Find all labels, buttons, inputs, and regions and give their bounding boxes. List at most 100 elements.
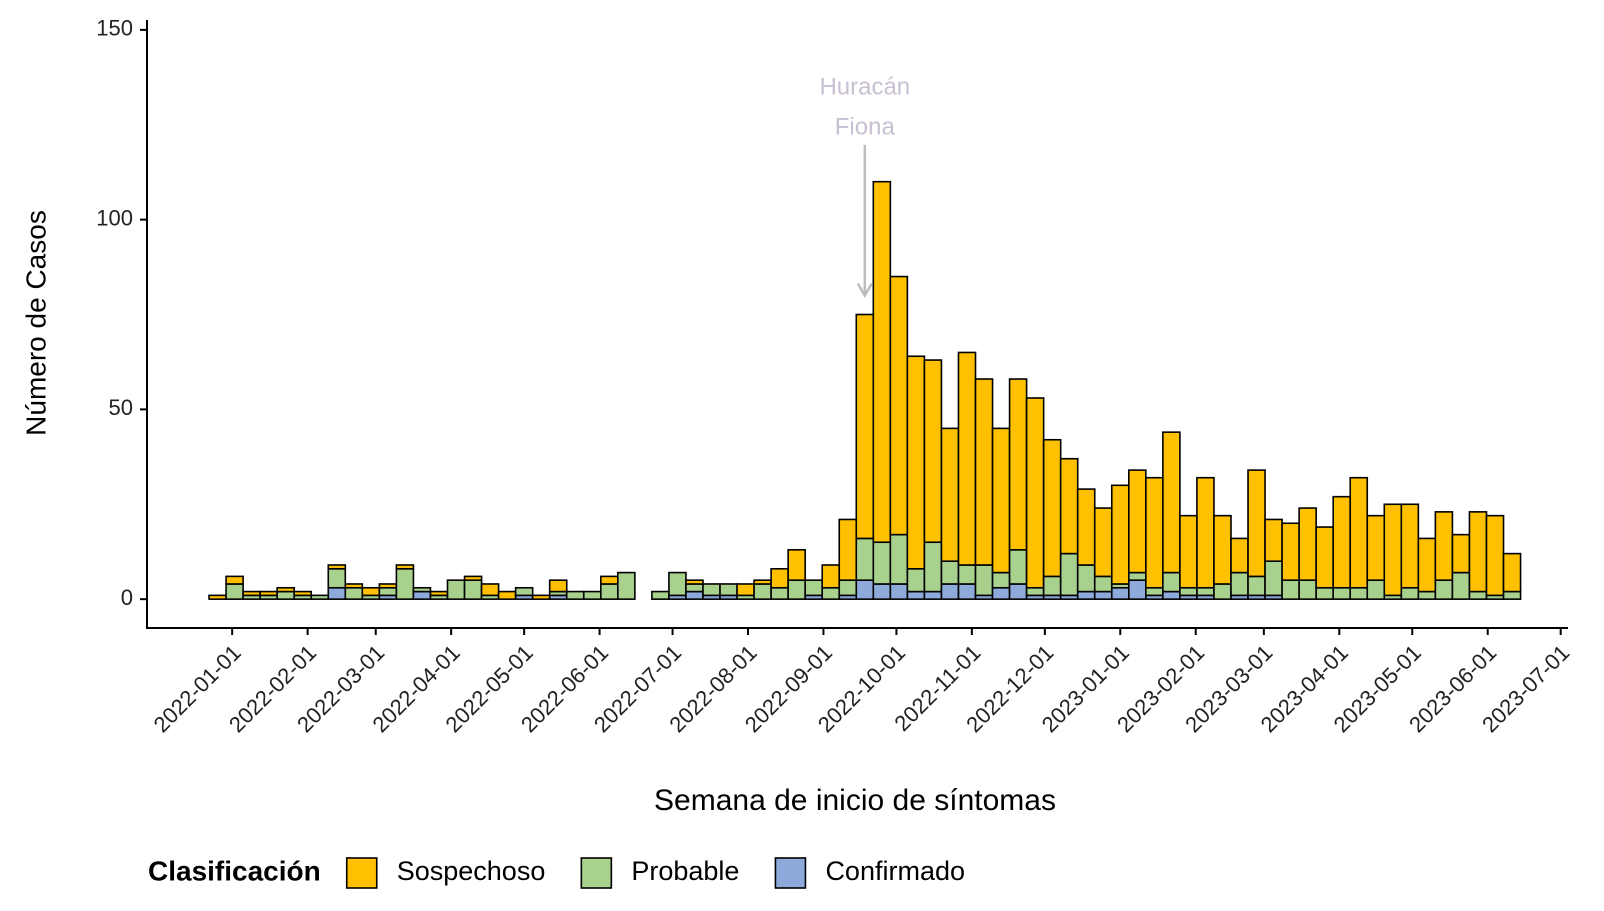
- bar-segment: [719, 583, 738, 597]
- bar-segment: [923, 359, 943, 544]
- bar-segment: [1417, 590, 1437, 600]
- bar-segment: [565, 590, 585, 600]
- bar-segment: [1451, 533, 1471, 574]
- bar-segment: [1076, 590, 1096, 600]
- bar-segment: [412, 586, 432, 593]
- bar-segment: [395, 564, 415, 570]
- bar-segment: [821, 564, 841, 589]
- bar-segment: [1485, 514, 1505, 597]
- bar-segment: [1059, 552, 1079, 597]
- bar-segment: [276, 590, 296, 600]
- bar-segment: [923, 590, 943, 600]
- bar-segment: [1093, 507, 1113, 578]
- bar-segment: [1059, 457, 1079, 555]
- bar-segment: [736, 583, 755, 597]
- bar-segment: [940, 427, 960, 563]
- bar-segment: [1315, 586, 1334, 600]
- bar-segment: [957, 564, 977, 585]
- bar-segment: [1008, 378, 1028, 551]
- bar-segment: [753, 579, 772, 585]
- bar-segment: [1502, 552, 1522, 593]
- bar-segment: [1366, 514, 1386, 581]
- annotation-text: Huracán: [819, 73, 910, 100]
- bar-segment: [838, 518, 858, 581]
- bar-segment: [463, 575, 483, 581]
- bar-segment: [361, 586, 381, 597]
- bar-segment: [395, 567, 415, 600]
- bar-segment: [1298, 507, 1317, 581]
- bar-segment: [906, 567, 926, 593]
- bar-segment: [787, 579, 806, 600]
- bar-segment: [1281, 522, 1300, 581]
- bar-segment: [1076, 488, 1096, 566]
- bar-segment: [872, 541, 892, 585]
- bar-segment: [1281, 579, 1300, 600]
- bar-segment: [617, 571, 636, 600]
- bar-segment: [1145, 476, 1164, 589]
- bar-segment: [446, 579, 466, 600]
- legend-swatch: [774, 857, 807, 889]
- bar-segment: [1298, 579, 1317, 600]
- bar-segment: [480, 583, 500, 597]
- bar-segment: [1128, 469, 1147, 574]
- bar-segment: [804, 579, 824, 597]
- bar-segment: [259, 590, 278, 597]
- bar-segment: [1042, 575, 1062, 597]
- bar-segment: [974, 564, 994, 597]
- bar-segment: [787, 549, 806, 581]
- bar-segment: [889, 533, 909, 585]
- bar-segment: [923, 541, 943, 593]
- bar-segment: [957, 583, 977, 600]
- bar-segment: [821, 586, 841, 600]
- bar-segment: [1093, 590, 1113, 600]
- legend-label: Confirmado: [825, 856, 965, 886]
- bar-segment: [344, 583, 364, 589]
- bar-segment: [1247, 575, 1266, 597]
- legend-swatch: [580, 857, 613, 889]
- bar-segment: [1400, 503, 1420, 589]
- bar-segment: [702, 583, 721, 597]
- bar-segment: [1076, 564, 1096, 593]
- bar-segment: [685, 590, 704, 600]
- bar-segment: [991, 586, 1011, 600]
- bar-segment: [1349, 476, 1369, 589]
- bar-segment: [293, 590, 313, 597]
- bar-segment: [1213, 583, 1232, 600]
- legend-label: Probable: [631, 856, 739, 886]
- bar-segment: [1110, 586, 1130, 600]
- bar-segment: [1383, 503, 1403, 597]
- bar-segment: [1128, 571, 1147, 581]
- bar-segment: [685, 579, 704, 585]
- bar-segment: [1349, 586, 1369, 600]
- legend-title: Clasificación: [148, 855, 321, 886]
- y-tick-label: 100: [96, 205, 133, 230]
- bar-segment: [940, 560, 960, 585]
- bar-segment: [1110, 484, 1130, 585]
- legend-label: Sospechoso: [397, 856, 546, 886]
- bar-segment: [1162, 431, 1181, 574]
- bar-segment: [327, 567, 347, 589]
- bar-segment: [344, 586, 364, 600]
- bar-segment: [957, 351, 977, 566]
- bar-segment: [1264, 518, 1283, 563]
- bar-segment: [872, 180, 892, 544]
- bar-segment: [1468, 511, 1488, 593]
- bar-segment: [1008, 583, 1028, 600]
- bar-segment: [1434, 511, 1454, 581]
- bar-segment: [668, 571, 687, 597]
- bar-segment: [1434, 579, 1454, 600]
- bar-segment: [1025, 586, 1045, 597]
- bar-segment: [599, 575, 619, 585]
- bar-segment: [1162, 590, 1181, 600]
- x-axis-title: Semana de inicio de síntomas: [654, 784, 1056, 817]
- bar-segment: [599, 583, 619, 600]
- y-tick-label: 0: [121, 585, 133, 610]
- bar-segment: [225, 583, 244, 600]
- bar-segment: [1179, 586, 1198, 597]
- legend-swatch: [345, 857, 378, 889]
- bar-segment: [855, 313, 875, 540]
- bar-segment: [412, 590, 432, 600]
- bar-segment: [1196, 586, 1215, 597]
- bar-segment: [872, 583, 892, 600]
